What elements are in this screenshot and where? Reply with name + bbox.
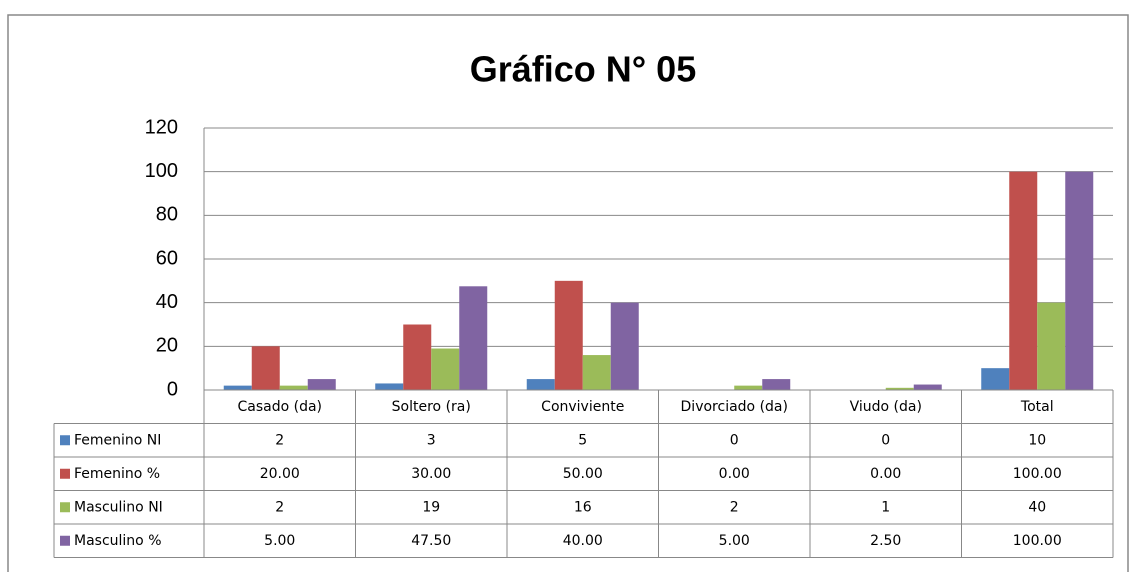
bar (223, 385, 252, 390)
legend-swatch (60, 468, 70, 479)
table-cell: 0.00 (719, 466, 750, 482)
bar (762, 379, 791, 390)
bar (981, 368, 1010, 390)
y-tick-label: 0 (167, 378, 178, 400)
bar (1037, 302, 1066, 390)
table-cell: 0 (730, 432, 739, 448)
table-cell: 100.00 (1013, 466, 1062, 482)
legend-label: Masculino NI (74, 499, 163, 515)
bar (734, 385, 763, 390)
bar (307, 379, 336, 390)
table-cell: 2.50 (870, 533, 901, 549)
table-cell: 10 (1028, 432, 1046, 448)
bar (279, 385, 308, 390)
bar (431, 348, 460, 390)
bar (610, 302, 639, 390)
x-tick-label: Divorciado (da) (681, 399, 788, 415)
y-tick-label: 40 (156, 291, 178, 313)
table-cell: 20.00 (260, 466, 300, 482)
table-cell: 0.00 (870, 466, 901, 482)
bar (459, 286, 488, 390)
bar (526, 379, 555, 390)
legend-label: Femenino % (74, 466, 160, 482)
legend-label: Femenino NI (74, 432, 161, 448)
table-cell: 0 (881, 432, 890, 448)
y-tick-label: 60 (156, 247, 178, 269)
bar (251, 346, 280, 390)
table-cell: 5 (578, 432, 587, 448)
bar (375, 383, 404, 390)
table-cell: 5.00 (264, 533, 295, 549)
table-cell: 5.00 (719, 533, 750, 549)
table-cell: 2 (275, 499, 284, 515)
legend-swatch (60, 535, 70, 546)
x-tick-label: Total (1020, 399, 1054, 415)
y-tick-label: 120 (145, 116, 178, 138)
y-tick-label: 20 (156, 335, 178, 357)
bar (1065, 171, 1094, 390)
table-cell: 40.00 (563, 533, 603, 549)
bar (403, 324, 432, 390)
x-tick-label: Conviviente (541, 399, 624, 415)
legend-swatch (60, 502, 70, 513)
bar (582, 355, 611, 390)
x-tick-label: Soltero (ra) (392, 399, 471, 415)
x-tick-label: Viudo (da) (850, 399, 922, 415)
table-cell: 2 (730, 499, 739, 515)
table-cell: 19 (422, 499, 440, 515)
chart-title: Gráfico N° 05 (470, 49, 696, 90)
chart-border (7, 14, 1129, 572)
table-cell: 2 (275, 432, 284, 448)
table-cell: 50.00 (563, 466, 603, 482)
table-cell: 40 (1028, 499, 1046, 515)
legend-label: Masculino % (74, 533, 162, 549)
table-cell: 16 (574, 499, 592, 515)
legend-swatch (60, 435, 70, 446)
bar (1009, 171, 1038, 390)
y-tick-label: 80 (156, 204, 178, 226)
table-cell: 1 (881, 499, 890, 515)
table-cell: 30.00 (411, 466, 451, 482)
bar (554, 280, 583, 390)
bar (885, 387, 914, 390)
table-cell: 47.50 (411, 533, 451, 549)
table-cell: 3 (427, 432, 436, 448)
bar (913, 384, 942, 390)
table-cell: 100.00 (1013, 533, 1062, 549)
x-tick-label: Casado (da) (237, 399, 322, 415)
y-tick-label: 100 (145, 160, 178, 182)
